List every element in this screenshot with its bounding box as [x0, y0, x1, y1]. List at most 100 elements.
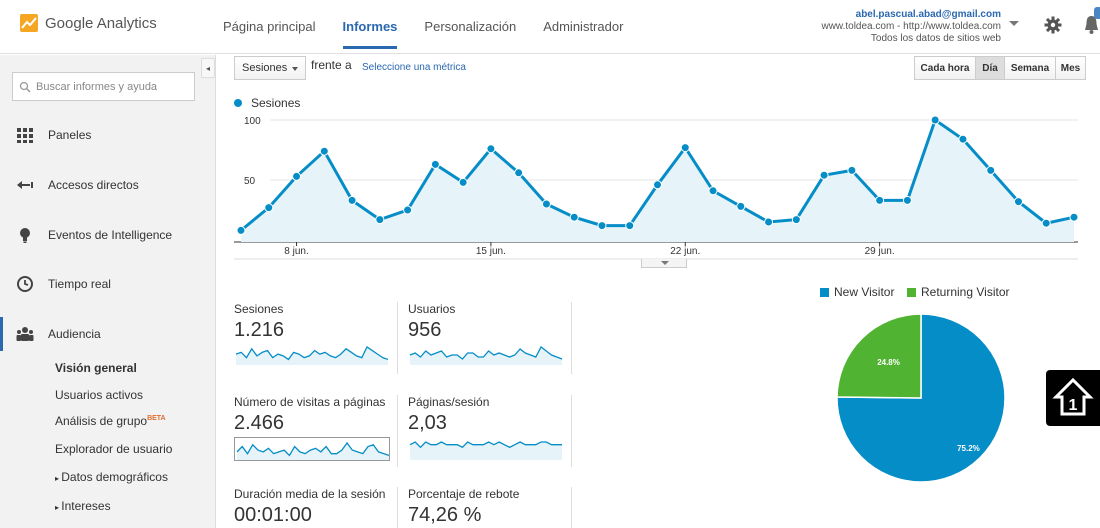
- sidebar-item-shortcuts[interactable]: Accesos directos: [0, 173, 216, 197]
- sidebar-subitem-cohort-analysis[interactable]: Análisis de grupoBETA: [55, 414, 166, 428]
- data-point[interactable]: [680, 143, 690, 153]
- nav-admin[interactable]: Administrador: [543, 19, 624, 34]
- data-point[interactable]: [625, 221, 635, 231]
- data-point[interactable]: [514, 168, 524, 178]
- sidebar-item-intelligence-events[interactable]: Eventos de Intelligence: [0, 223, 216, 247]
- account-dropdown-icon[interactable]: [1009, 21, 1019, 26]
- search-input[interactable]: Buscar informes y ayuda: [12, 72, 195, 101]
- data-point[interactable]: [819, 170, 829, 180]
- divider: [571, 395, 572, 467]
- data-point[interactable]: [930, 115, 940, 125]
- pie-slice[interactable]: [836, 313, 1006, 483]
- sidebar-subitem-demographics[interactable]: ▸ Datos demográficos: [55, 470, 168, 484]
- pie-legend-returning-visitor[interactable]: Returning Visitor: [907, 285, 1010, 299]
- gear-icon[interactable]: [1043, 15, 1063, 35]
- account-selector[interactable]: abel.pascual.abad@gmail.com www.toldea.c…: [821, 9, 1001, 45]
- data-point[interactable]: [486, 144, 496, 154]
- data-point[interactable]: [1069, 212, 1079, 222]
- metric-sessions[interactable]: Sesiones 1.216: [234, 302, 284, 342]
- sidebar-subitem-interests[interactable]: ▸ Intereses: [55, 499, 111, 513]
- metric-label: Número de visitas a páginas: [234, 395, 386, 409]
- nav-customization[interactable]: Personalización: [424, 19, 517, 34]
- range-hourly-button[interactable]: Cada hora: [914, 56, 976, 80]
- data-point[interactable]: [708, 186, 718, 196]
- metric-users[interactable]: Usuarios 956: [408, 302, 455, 342]
- sessions-line-chart[interactable]: 100 50 8 jun. 15 jun. 22 jun. 29 jun.: [230, 110, 1090, 260]
- account-email: abel.pascual.abad@gmail.com: [855, 9, 1001, 20]
- data-point[interactable]: [875, 195, 885, 205]
- range-day-button[interactable]: Día: [975, 56, 1005, 80]
- clock-icon: [17, 276, 33, 292]
- sidebar-subitem-overview[interactable]: Visión general: [55, 361, 137, 375]
- svg-text:1: 1: [1069, 397, 1078, 414]
- data-point[interactable]: [375, 215, 385, 225]
- data-point[interactable]: [958, 134, 968, 144]
- grid-icon: [17, 128, 33, 143]
- sidebar-item-real-time[interactable]: Tiempo real: [0, 272, 216, 296]
- data-point[interactable]: [458, 177, 468, 187]
- data-point[interactable]: [986, 165, 996, 175]
- metric-label: Sesiones: [234, 302, 284, 316]
- data-point[interactable]: [236, 225, 246, 235]
- metric-label: Páginas/sesión: [408, 395, 490, 409]
- data-point[interactable]: [597, 221, 607, 231]
- metric-label: Usuarios: [408, 302, 456, 316]
- data-point[interactable]: [791, 215, 801, 225]
- metric-pageviews[interactable]: Número de visitas a páginas 2.466: [234, 395, 385, 435]
- data-point[interactable]: [569, 212, 579, 222]
- sidebar-subitem-active-users[interactable]: Usuarios activos: [55, 388, 144, 402]
- sidebar-subitem-label: Análisis de grupo: [55, 414, 148, 428]
- metric-value: 1.216: [234, 319, 285, 341]
- sidebar-item-label: Tiempo real: [48, 277, 111, 291]
- legend-swatch: [907, 287, 916, 297]
- range-week-button[interactable]: Semana: [1004, 56, 1056, 80]
- compare-metric-link[interactable]: Seleccione una métrica: [362, 62, 466, 73]
- divider: [571, 302, 572, 374]
- data-point[interactable]: [736, 201, 746, 211]
- data-point[interactable]: [264, 203, 274, 213]
- metric-label: Porcentaje de rebote: [408, 487, 520, 501]
- nav-reports[interactable]: Informes: [342, 19, 398, 49]
- sidebar-item-dashboards[interactable]: Paneles: [0, 123, 216, 147]
- sidebar-item-audience[interactable]: Audiencia: [0, 317, 216, 351]
- y-tick-label: 100: [244, 116, 261, 127]
- data-point[interactable]: [653, 180, 662, 190]
- metric-bounce-rate[interactable]: Porcentaje de rebote 74,26 %: [408, 487, 519, 527]
- bell-icon[interactable]: [1083, 14, 1100, 36]
- chart-resize-handle[interactable]: [641, 259, 687, 268]
- metric-label: Duración media de la sesión: [234, 487, 386, 501]
- data-point[interactable]: [847, 165, 857, 175]
- metric-selector-value: Sesiones: [242, 62, 288, 74]
- metric-pages-per-session[interactable]: Páginas/sesión 2,03: [408, 395, 489, 435]
- data-point[interactable]: [902, 195, 912, 205]
- data-point[interactable]: [319, 146, 329, 156]
- data-point[interactable]: [541, 199, 551, 209]
- data-point[interactable]: [764, 217, 774, 227]
- data-point[interactable]: [292, 171, 302, 181]
- sparkline-area: [410, 442, 562, 460]
- nav-home[interactable]: Página principal: [223, 19, 316, 34]
- visitor-type-pie-chart[interactable]: 75.2% 24.8%: [836, 313, 1006, 483]
- notification-badge: [1094, 7, 1100, 19]
- pie-slice[interactable]: [836, 313, 922, 399]
- range-month-button[interactable]: Mes: [1055, 56, 1086, 80]
- pie-legend-new-visitor[interactable]: New Visitor: [820, 285, 894, 299]
- data-point[interactable]: [403, 205, 413, 215]
- metric-selector[interactable]: Sesiones: [234, 56, 306, 80]
- sparkline-pages-per-session: [409, 441, 562, 460]
- metric-avg-session-duration[interactable]: Duración media de la sesión 00:01:00: [234, 487, 385, 527]
- sidebar: ◂ Buscar informes y ayuda Paneles Acceso…: [0, 55, 216, 528]
- metric-value: 74,26 %: [408, 504, 482, 526]
- google-analytics-logo[interactable]: Google Analytics: [20, 14, 157, 32]
- house-number-icon: 1: [1052, 377, 1094, 416]
- data-point[interactable]: [430, 159, 440, 169]
- data-point[interactable]: [1041, 218, 1051, 228]
- sparkline-line: [235, 346, 389, 361]
- floating-widget-button[interactable]: 1: [1046, 370, 1100, 426]
- data-point[interactable]: [347, 195, 357, 205]
- data-point[interactable]: [1013, 197, 1023, 207]
- collapse-sidebar-button[interactable]: ◂: [201, 58, 215, 78]
- top-bar: Google Analytics Página principal Inform…: [0, 0, 1100, 54]
- search-placeholder: Buscar informes y ayuda: [36, 80, 158, 93]
- sidebar-subitem-user-explorer[interactable]: Explorador de usuario: [55, 442, 173, 456]
